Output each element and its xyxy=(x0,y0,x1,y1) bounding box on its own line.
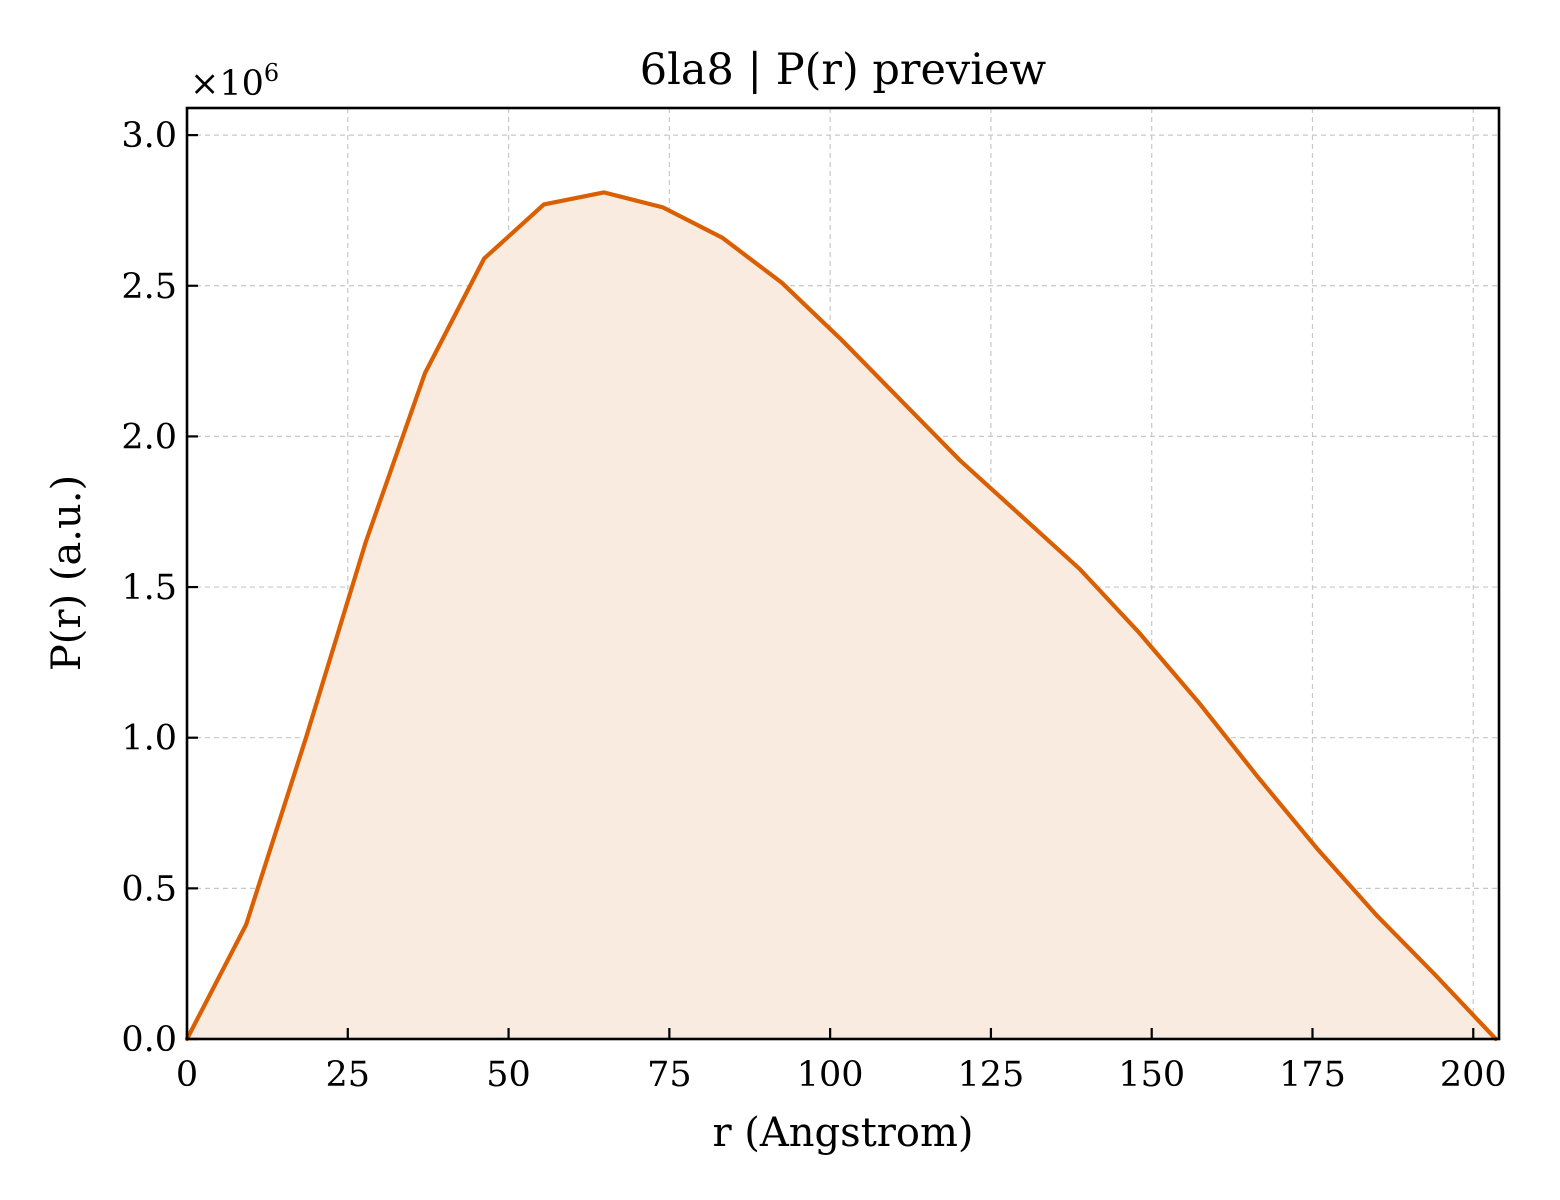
pr-area-fill xyxy=(187,192,1496,1039)
y-axis-offset-label: ×106 xyxy=(190,59,279,104)
plot-frame xyxy=(185,106,1501,1041)
y-tick-label: 2.0 xyxy=(121,417,177,457)
y-tick-label: 3.0 xyxy=(121,116,177,156)
x-tick-label: 25 xyxy=(326,1055,371,1095)
x-tick-label: 150 xyxy=(1118,1055,1185,1095)
pr-curve-line xyxy=(184,190,1498,1042)
y-offset-base: ×10 xyxy=(190,64,264,104)
y-tick-label: 1.5 xyxy=(121,568,177,608)
x-tick-label: 100 xyxy=(797,1055,864,1095)
y-tick-label: 0.0 xyxy=(121,1020,177,1060)
x-tick-label: 175 xyxy=(1279,1055,1346,1095)
x-tick-label: 75 xyxy=(647,1055,692,1095)
y-tick-label: 1.0 xyxy=(121,719,177,759)
x-tick-label: 0 xyxy=(176,1055,198,1095)
x-tick-label: 200 xyxy=(1440,1055,1507,1095)
x-axis-label: r (Angstrom) xyxy=(712,1110,973,1156)
y-tick-label: 0.5 xyxy=(121,869,177,909)
y-tick-label: 2.5 xyxy=(121,267,177,307)
y-axis-ticks: 0.0 0.5 1.0 1.5 2.0 2.5 3.0 xyxy=(121,116,198,1060)
x-tick-label: 125 xyxy=(958,1055,1025,1095)
x-axis-ticks: 0 25 50 75 100 125 150 175 200 xyxy=(176,1028,1507,1095)
y-axis-label: P(r) (a.u.) xyxy=(44,475,90,671)
chart-title: 6la8 | P(r) preview xyxy=(640,45,1047,95)
y-offset-exponent: 6 xyxy=(264,59,279,87)
x-tick-label: 50 xyxy=(486,1055,531,1095)
